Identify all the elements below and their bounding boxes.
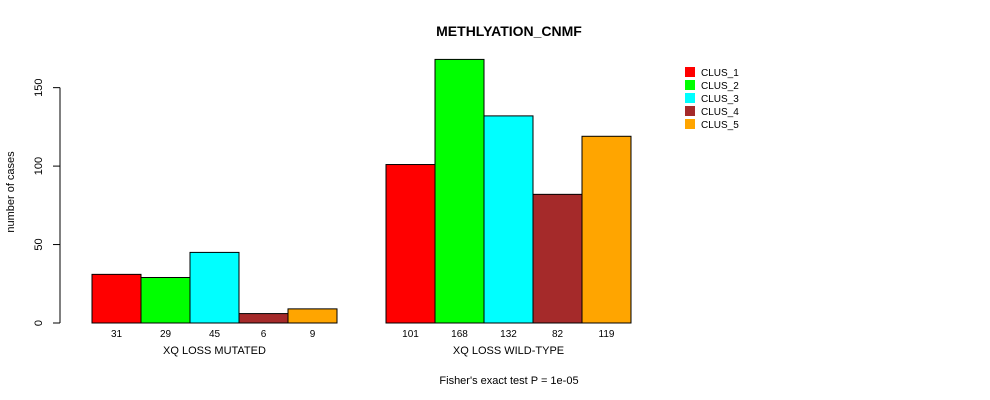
- bar-mutated-clus_3: [189, 251, 240, 324]
- bar-wild-type-clus_4: [532, 193, 583, 324]
- legend-swatch-clus_3: [685, 93, 695, 103]
- legend-label-clus_4: CLUS_4: [701, 107, 739, 118]
- group-label-wild-type: XQ LOSS WILD-TYPE: [453, 345, 564, 357]
- group-label-mutated: XQ LOSS MUTATED: [163, 345, 266, 357]
- legend-swatch-clus_2: [685, 80, 695, 90]
- legend-swatch-clus_4: [685, 106, 695, 116]
- bar-wild-type-clus_1: [385, 164, 436, 324]
- bar-value-label: 45: [209, 329, 221, 340]
- bar-value-label: 31: [111, 329, 123, 340]
- legend-swatch-clus_1: [685, 67, 695, 77]
- legend-label-clus_5: CLUS_5: [701, 120, 739, 131]
- y-axis: 0 50 100 150: [33, 78, 61, 326]
- bar-mutated-clus_1: [91, 273, 142, 324]
- bar-wild-type-clus_3: [483, 115, 534, 324]
- bar-value-label: 132: [500, 329, 517, 340]
- bar-value-label: 168: [451, 329, 468, 340]
- bar-value-label: 101: [402, 329, 419, 340]
- bars-layer: 31 29 45 6 9 XQ LOSS MUTATED 101 168 132 82 119 XQ …: [91, 58, 632, 357]
- y-tick-label-100: 100: [33, 157, 45, 175]
- bar-mutated-clus_4: [238, 313, 289, 324]
- y-axis-label: number of cases: [5, 151, 17, 233]
- fisher-test-footnote: Fisher's exact test P = 1e-05: [439, 375, 578, 387]
- bar-value-label: 119: [599, 329, 615, 340]
- bar-value-label: 9: [310, 329, 316, 340]
- bar-value-label: 29: [160, 329, 172, 340]
- bar-value-label: 6: [261, 329, 267, 340]
- y-tick-label-150: 150: [33, 78, 45, 96]
- bar-mutated-clus_2: [140, 276, 191, 324]
- y-tick-label-50: 50: [33, 238, 45, 250]
- y-tick-label-0: 0: [33, 320, 45, 326]
- legend-label-clus_1: CLUS_1: [701, 68, 739, 79]
- bar-wild-type-clus_5: [581, 135, 632, 324]
- legend-label-clus_2: CLUS_2: [701, 81, 739, 92]
- chart-title: METHLYATION_CNMF: [436, 23, 582, 39]
- bar-value-label: 82: [552, 329, 564, 340]
- legend-label-clus_3: CLUS_3: [701, 94, 739, 105]
- legend-swatch-clus_5: [685, 119, 695, 129]
- bar-wild-type-clus_2: [434, 58, 485, 324]
- legend: CLUS_1 CLUS_2 CLUS_3 CLUS_4 CLUS_5: [685, 67, 739, 131]
- bar-mutated-clus_5: [287, 308, 338, 324]
